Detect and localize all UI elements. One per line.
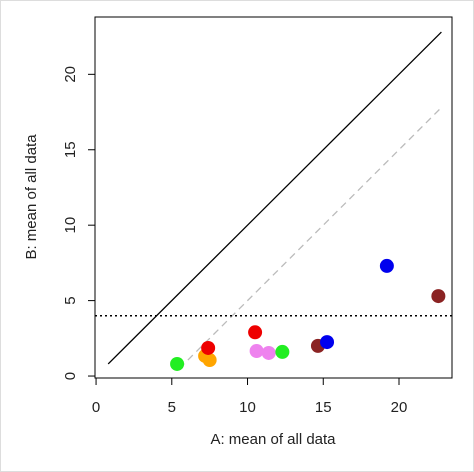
point <box>261 345 276 360</box>
y-tick-label: 5 <box>62 296 79 304</box>
y-axis-label: B: mean of all data <box>23 134 40 260</box>
y-tick-label: 10 <box>62 217 79 234</box>
point <box>249 343 264 358</box>
x-tick-label: 0 <box>92 399 100 416</box>
point <box>275 344 290 359</box>
point <box>320 335 335 350</box>
x-axis-label: A: mean of all data <box>210 431 336 448</box>
y-tick-label: 15 <box>62 141 79 158</box>
x-tick-label: 5 <box>168 399 176 416</box>
point <box>170 356 185 371</box>
y-tick-label: 20 <box>62 66 79 83</box>
reference-line <box>107 31 442 365</box>
y-tick-label: 0 <box>62 372 79 380</box>
reference-line <box>178 107 442 369</box>
point <box>379 258 394 273</box>
x-tick-label: 20 <box>391 399 408 416</box>
plot-box <box>94 16 453 379</box>
point <box>201 340 216 355</box>
point <box>202 353 217 368</box>
x-tick-label: 15 <box>315 399 332 416</box>
point <box>248 325 263 340</box>
point <box>431 289 446 304</box>
x-tick-label: 10 <box>239 399 256 416</box>
